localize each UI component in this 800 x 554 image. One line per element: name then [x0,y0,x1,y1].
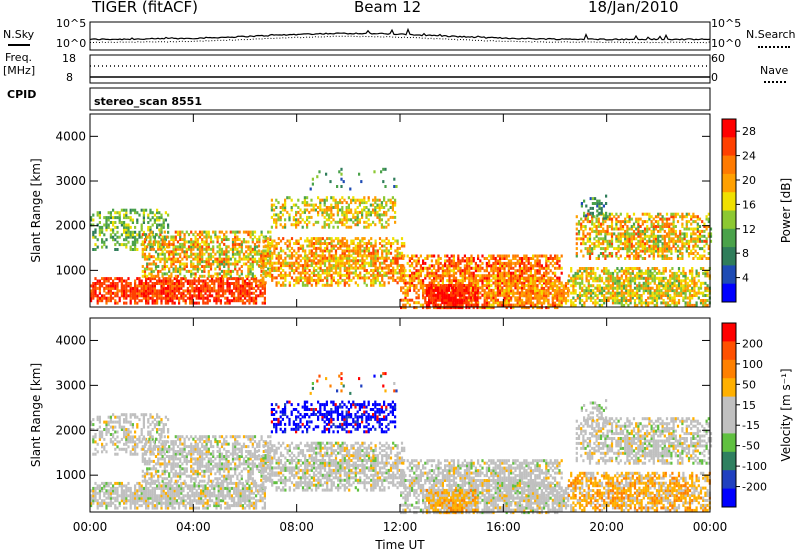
x-tick-label: 08:00 [279,520,314,534]
power-colorbar: 4 8 12 16 20 24 28 Power [dB] [721,118,793,303]
colorbar-tick-label: 200 [742,337,763,350]
colorbar-tick-label: 4 [742,272,749,285]
velocity-panel [89,317,713,515]
colorbar-tick-label: -50 [742,440,760,453]
y-tick-label: 1000 [55,468,86,482]
freq-tick-bottom: 8 [66,71,73,84]
colorbar-swatch [722,265,736,285]
velocity-colorbar: 200 100 50 15 -15 -50 -100 -200 Velocity [m s⁻¹] [721,322,793,508]
power-panel [89,113,713,310]
noise-panel [89,21,711,51]
colorbar-tick-label: 24 [742,150,756,163]
colorbar-tick-label: 12 [742,223,756,236]
y-tick-label: 1000 [55,263,86,277]
colorbar-swatch [722,210,736,230]
colorbar-tick-label: 20 [742,174,756,187]
beam-title: Beam 12 [354,0,422,16]
nsearch-line-sample [758,46,790,48]
x-axis-label: Time UT [374,538,425,552]
y-tick-label: 4000 [55,129,86,143]
colorbar-tick-label: -200 [742,481,767,494]
colorbar-swatch [722,415,736,434]
y-axis-label: Slant Range [km] [29,363,43,467]
nave-label: Nave [760,64,789,77]
colorbar-swatch [722,488,736,508]
colorbar-tick-label: -100 [742,460,767,473]
colorbar-swatch [722,396,736,416]
y-tick-label: 3000 [55,378,86,392]
axes-text: 1000 2000 3000 4000 Slant Range [km] 1000 2000… [29,114,727,552]
x-tick-label: 00:00 [73,520,108,534]
colorbar-swatch [722,378,736,398]
freq-frame [89,54,711,84]
nsky-line-sample [8,44,30,46]
colorbar-swatch [722,119,736,138]
nsky-line [89,27,711,41]
colorbar-swatch [722,341,736,361]
frequency-panel [89,54,711,84]
y-axis-label: Slant Range [km] [29,158,43,262]
nave-tick-top: 60 [711,52,725,65]
x-tick-label: 16:00 [486,520,521,534]
colorbar-swatch [722,433,736,453]
radar-title: TIGER (fitACF) [92,0,199,16]
freq-tick-top: 18 [62,52,76,65]
colorbar-tick-label: 15 [742,399,756,412]
colorbar-tick-label: -15 [742,419,760,432]
colorbar-swatch [722,470,736,490]
colorbar-swatch [722,155,736,175]
colorbar-tick-label: 50 [742,378,756,391]
colorbar-swatch [722,247,736,266]
y-tick-label: 2000 [55,423,86,437]
colorbar-swatch [722,451,736,471]
colorbar-swatch [722,323,736,342]
colorbar-swatch [722,173,736,193]
colorbar-swatch [722,359,736,379]
colorbar-tick-label: 16 [742,198,756,211]
colorbar-swatch [722,228,736,248]
y-tick-label: 3000 [55,174,86,188]
nsky-label: N.Sky [3,28,35,41]
colorbar-label: Velocity [m s⁻¹] [779,368,793,461]
colorbar-swatch [722,192,736,211]
colorbar-frame [721,118,737,303]
colorbar-label: Power [dB] [779,178,793,243]
y-tick-label: 4000 [55,333,86,347]
x-tick-label: 20:00 [589,520,624,534]
nsearch-label: N.Search [746,28,796,41]
x-tick-label: 12:00 [383,520,418,534]
noise-tick-left-bottom: 10^0 [56,37,87,50]
freq-unit-label: [MHz] [3,64,36,77]
cpid-value: stereo_scan 8551 [94,95,202,108]
freq-label: Freq. [5,51,33,64]
y-tick-label: 2000 [55,219,86,233]
nave-tick-bottom: 0 [711,71,718,84]
cpid-frame [89,87,711,111]
x-tick-label: 04:00 [176,520,211,534]
colorbar-tick-label: 100 [742,358,763,371]
noise-tick-left-top: 10^5 [56,17,87,30]
colorbar-frame [721,322,737,508]
noise-tick-right-top: 10^5 [711,17,742,30]
cpid-panel [89,87,711,111]
colorbar-tick-label: 8 [742,247,749,260]
noise-frame [89,21,711,51]
noise-tick-right-bottom: 10^0 [711,37,742,50]
cpid-label: CPID [7,88,37,101]
x-tick-label: 00:00 [693,520,728,534]
nave-line-sample [764,81,786,83]
colorbar-tick-label: 28 [742,125,756,138]
colorbar-swatch [722,137,736,157]
date-title: 18/Jan/2010 [588,0,679,16]
colorbar-swatch [722,283,736,303]
